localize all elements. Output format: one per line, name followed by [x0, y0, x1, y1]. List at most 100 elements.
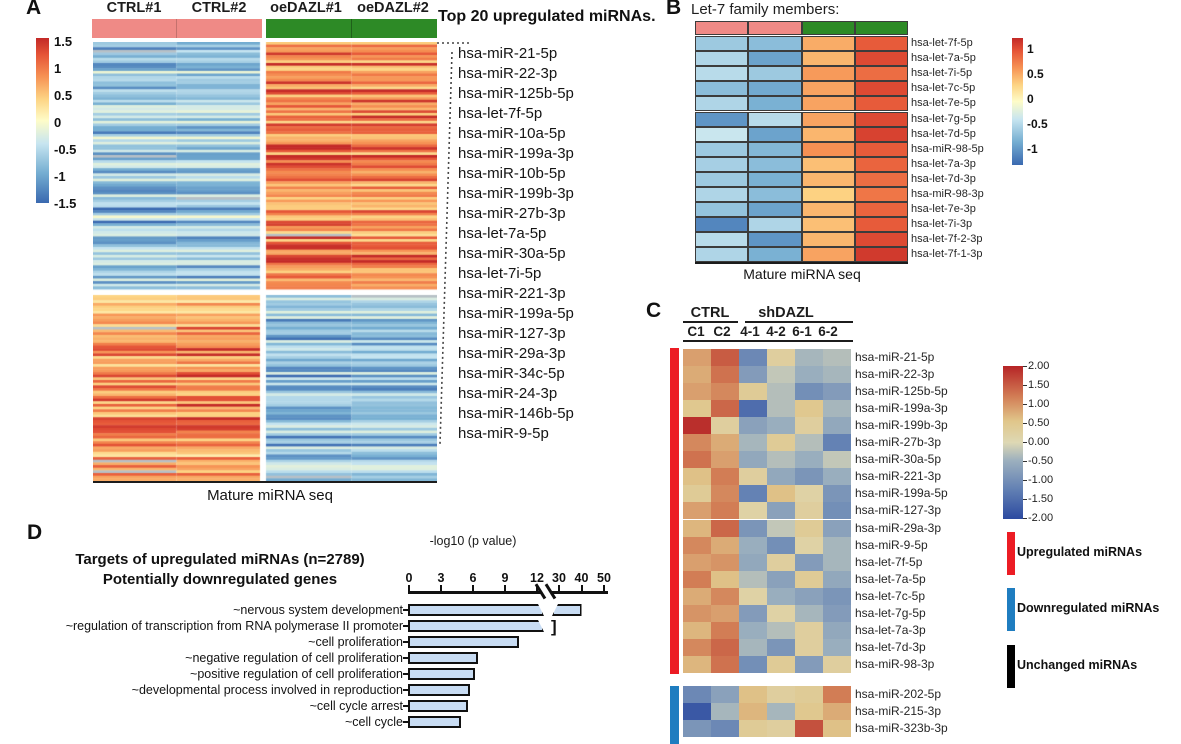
panel-c-col-header: 4-1: [740, 324, 760, 339]
heatmap-cell: [823, 720, 851, 738]
heatmap-cell: [711, 502, 739, 520]
figure-canvas: A CTRL#1 CTRL#2 oeDAZL#1 oeDAZL#2 1.5 1 0.…: [26, 0, 1160, 744]
heatmap-cell: [711, 434, 739, 452]
row-label: hsa-miR-127-3p: [855, 503, 942, 518]
panel-c-label: C: [646, 299, 662, 322]
sidebar-downregulated: [670, 686, 679, 744]
colorbar-tick-label: 0.5: [54, 88, 73, 103]
heatmap-cell: [795, 502, 823, 520]
heatmap-cell: [823, 519, 851, 537]
heatmap-cell: [801, 36, 855, 52]
panel-b-colorbar: [1012, 38, 1023, 165]
colorbar-tick-label: 0.00: [1028, 436, 1050, 448]
row-label: hsa-miR-98-5p: [911, 142, 984, 155]
panel-c-underline-cols: [683, 340, 853, 342]
heatmap-cell: [748, 126, 802, 142]
heatmap-cell: [854, 156, 908, 172]
heatmap-cell: [767, 655, 795, 673]
panel-a-heatmap: [93, 42, 437, 481]
axis-tick-label: 50: [597, 571, 611, 585]
heatmap-cell: [795, 349, 823, 367]
panel-d-title-line1: Targets of upregulated miRNAs (n=2789): [75, 551, 365, 568]
heatmap-cell: [823, 349, 851, 367]
heatmap-cell: [739, 703, 767, 721]
colorbar-tick-label: 0: [54, 115, 62, 130]
mirna-item: hsa-let-7a-5p: [458, 225, 547, 242]
heatmap-cell: [739, 502, 767, 520]
heatmap-cell: [767, 417, 795, 435]
heatmap-cell: [854, 187, 908, 203]
heatmap-cell: [695, 36, 749, 52]
heatmap-cell: [683, 383, 711, 401]
panel-c-colorbar: [1003, 366, 1023, 519]
colorbar-tick-label: -0.5: [1027, 117, 1048, 131]
heatmap-cell: [795, 655, 823, 673]
panel-a-colorbar: [36, 38, 49, 203]
heatmap-cell: [748, 96, 802, 112]
heatmap-cell: [683, 638, 711, 656]
heatmap-cell: [767, 502, 795, 520]
heatmap-cell: [695, 232, 749, 248]
row-label: hsa-let-7a-5p: [855, 571, 926, 586]
mirna-item: hsa-miR-21-5p: [458, 45, 558, 62]
panel-a-label: A: [26, 0, 42, 19]
heatmap-cell: [823, 451, 851, 469]
colorbar-tick-label: 0: [1027, 92, 1034, 106]
panel-c-group-header-shdazl: shDAZL: [758, 305, 814, 321]
colorbar-tick-label: 0.50: [1028, 417, 1050, 429]
heatmap-cell: [695, 156, 749, 172]
mirna-item: hsa-miR-30a-5p: [458, 245, 566, 262]
go-term-label: ~cell proliferation: [308, 634, 403, 649]
heatmap-cell: [711, 570, 739, 588]
axis-tick: [558, 585, 560, 591]
heatmap-cell: [854, 126, 908, 142]
row-label: hsa-miR-199b-3p: [855, 418, 948, 433]
heatmap-cell: [739, 366, 767, 384]
axis-tick-label: 9: [501, 571, 509, 585]
heatmap-cell: [748, 217, 802, 233]
row-label: hsa-miR-27b-3p: [855, 435, 942, 450]
heatmap-cell: [683, 502, 711, 520]
row-label: hsa-miR-215-3p: [855, 704, 942, 719]
row-label: hsa-let-7a-3p: [911, 157, 976, 170]
colorbar-tick-label: 1.50: [1028, 379, 1050, 391]
heatmap-cell: [854, 232, 908, 248]
heatmap-cell: [795, 468, 823, 486]
go-term-label: ~regulation of transcription from RNA po…: [65, 618, 403, 633]
go-term-bar: [408, 667, 476, 680]
heatmap-cell: [711, 468, 739, 486]
heatmap-cell: [767, 703, 795, 721]
heatmap-cell: [767, 621, 795, 639]
go-term-bar: [408, 604, 544, 616]
mirna-item: hsa-miR-22-3p: [458, 65, 558, 82]
heatmap-cell: [767, 434, 795, 452]
heatmap-cell: [823, 485, 851, 503]
row-label: hsa-let-7d-3p: [855, 639, 926, 654]
heatmap-cell: [739, 638, 767, 656]
heatmap-cell: [823, 400, 851, 418]
axis-tick-label: 3: [437, 571, 445, 585]
panel-b-title: Let-7 family members:: [691, 1, 840, 18]
row-label: hsa-miR-30a-5p: [855, 452, 942, 467]
row-label: hsa-let-7c-5p: [911, 82, 976, 95]
heatmap-cell: [695, 66, 749, 82]
heatmap-cell: [683, 604, 711, 622]
heatmap-cell: [767, 400, 795, 418]
heatmap-cell: [683, 434, 711, 452]
row-label: hsa-let-7i-5p: [911, 67, 973, 80]
heatmap-cell: [795, 366, 823, 384]
mirna-item: hsa-let-7f-5p: [458, 105, 543, 122]
colorbar-tick-label: -1: [54, 169, 66, 184]
heatmap-cell: [823, 417, 851, 435]
heatmap-cell: [695, 217, 749, 233]
callout-bracket: [437, 42, 472, 445]
axis-tick-label: 6: [469, 571, 477, 585]
annotation-divider: [176, 19, 177, 38]
axis-tick-label: 30: [552, 571, 566, 585]
heatmap-cell: [683, 451, 711, 469]
heatmap-cell: [795, 536, 823, 554]
heatmap-cell: [823, 587, 851, 605]
row-label: hsa-let-7d-5p: [911, 127, 976, 140]
colorbar-tick-mark: [1023, 366, 1027, 368]
axis-tick-label: 0: [405, 571, 413, 585]
